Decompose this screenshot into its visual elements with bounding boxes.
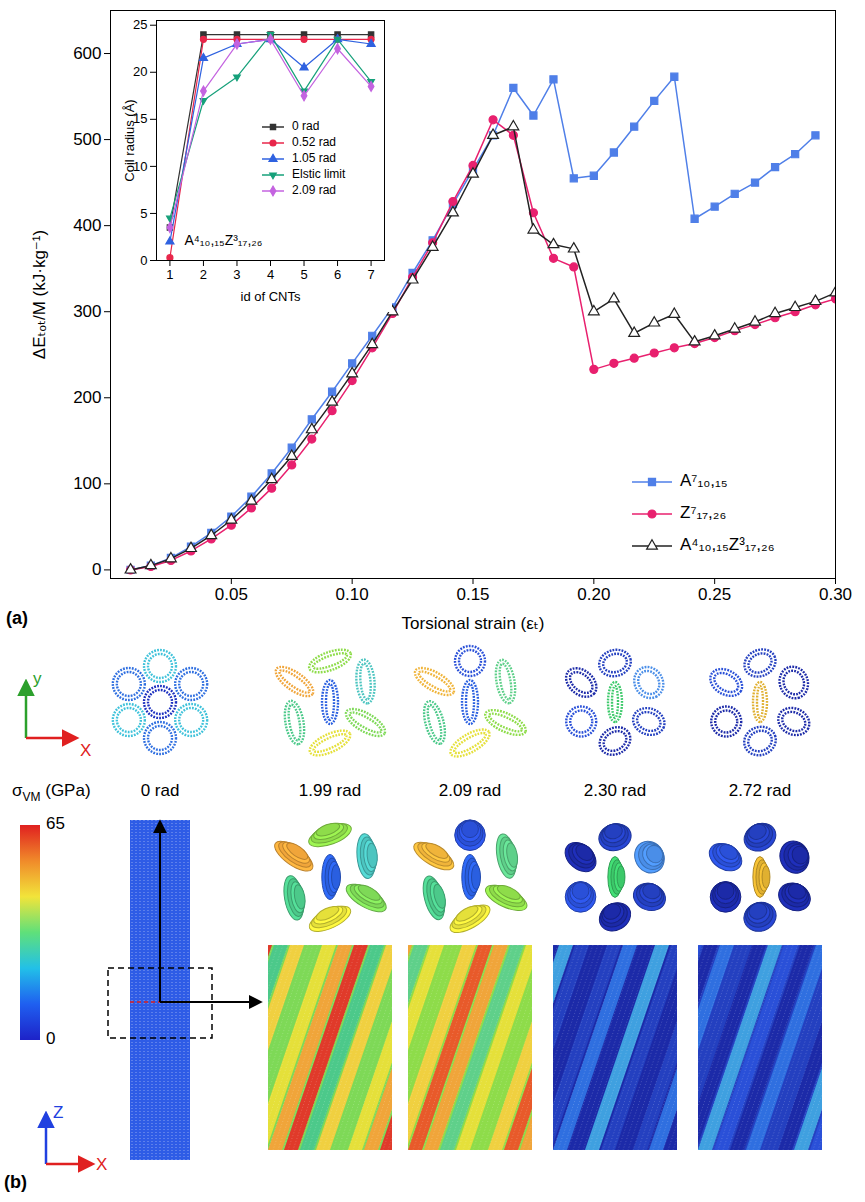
svg-text:3: 3 — [233, 267, 240, 282]
svg-text:25: 25 — [133, 17, 147, 32]
html-text:(a): (a) — [6, 608, 28, 628]
svg-text:0 rad: 0 rad — [141, 781, 180, 800]
svg-text:6: 6 — [334, 267, 341, 282]
svg-text:2.30 rad: 2.30 rad — [584, 781, 646, 800]
svg-text:y: y — [33, 669, 42, 688]
svg-text:10: 10 — [133, 158, 148, 174]
svg-text:0: 0 — [92, 560, 101, 579]
svg-text:100: 100 — [73, 474, 101, 493]
svg-text:0.30: 0.30 — [819, 585, 852, 604]
svg-text:σVM (GPa): σVM (GPa) — [12, 781, 91, 804]
svg-text:ΔEₜₒₜ/M (kJ·kg⁻¹): ΔEₜₒₜ/M (kJ·kg⁻¹) — [30, 230, 49, 359]
svg-text:2.72 rad: 2.72 rad — [729, 781, 791, 800]
svg-text:0: 0 — [46, 1029, 55, 1048]
svg-text:Torsional strain (εₜ): Torsional strain (εₜ) — [402, 614, 545, 633]
svg-text:Coil radius (Å): Coil radius (Å) — [122, 99, 137, 181]
svg-text:0.52 rad: 0.52 rad — [292, 135, 336, 149]
svg-text:400: 400 — [73, 216, 101, 235]
svg-text:(b): (b) — [4, 1172, 27, 1192]
svg-text:X: X — [96, 1155, 107, 1174]
svg-text:7: 7 — [367, 267, 374, 282]
svg-text:0.25: 0.25 — [698, 585, 731, 604]
svg-text:X: X — [80, 741, 91, 760]
svg-text:5: 5 — [300, 267, 307, 282]
svg-text:500: 500 — [73, 130, 101, 149]
svg-text:200: 200 — [73, 388, 101, 407]
svg-text:A⁴₁₀,₁₅Z³₁₇,₂₆: A⁴₁₀,₁₅Z³₁₇,₂₆ — [680, 535, 775, 554]
svg-text:65: 65 — [46, 814, 65, 833]
svg-text:id of CNTs: id of CNTs — [241, 289, 301, 304]
svg-text:15: 15 — [133, 111, 148, 127]
svg-text:600: 600 — [73, 44, 101, 63]
svg-text:20: 20 — [133, 64, 147, 79]
svg-text:Z⁷₁₇,₂₆: Z⁷₁₇,₂₆ — [680, 503, 726, 522]
svg-text:0.20: 0.20 — [577, 585, 610, 604]
svg-text:0: 0 — [140, 253, 147, 268]
svg-text:0.15: 0.15 — [456, 585, 489, 604]
svg-text:1.99 rad: 1.99 rad — [299, 781, 361, 800]
svg-text:0.10: 0.10 — [336, 585, 369, 604]
svg-text:1.05 rad: 1.05 rad — [292, 151, 336, 165]
svg-text:2.09 rad: 2.09 rad — [439, 781, 501, 800]
svg-text:2.09 rad: 2.09 rad — [292, 183, 336, 197]
svg-text:0.05: 0.05 — [215, 585, 248, 604]
svg-text:4: 4 — [267, 267, 274, 282]
svg-text:0 rad: 0 rad — [292, 119, 319, 133]
svg-text:Elstic limit: Elstic limit — [292, 167, 346, 181]
svg-text:5: 5 — [140, 206, 147, 221]
svg-text:A⁴₁₀,₁₅Z³₁₇,₂₆: A⁴₁₀,₁₅Z³₁₇,₂₆ — [185, 232, 263, 248]
svg-text:300: 300 — [73, 302, 101, 321]
svg-text:2: 2 — [200, 267, 207, 282]
svg-text:1: 1 — [166, 267, 173, 282]
svg-text:A⁷₁₀,₁₅: A⁷₁₀,₁₅ — [680, 471, 728, 490]
svg-text:Z: Z — [53, 1103, 63, 1122]
